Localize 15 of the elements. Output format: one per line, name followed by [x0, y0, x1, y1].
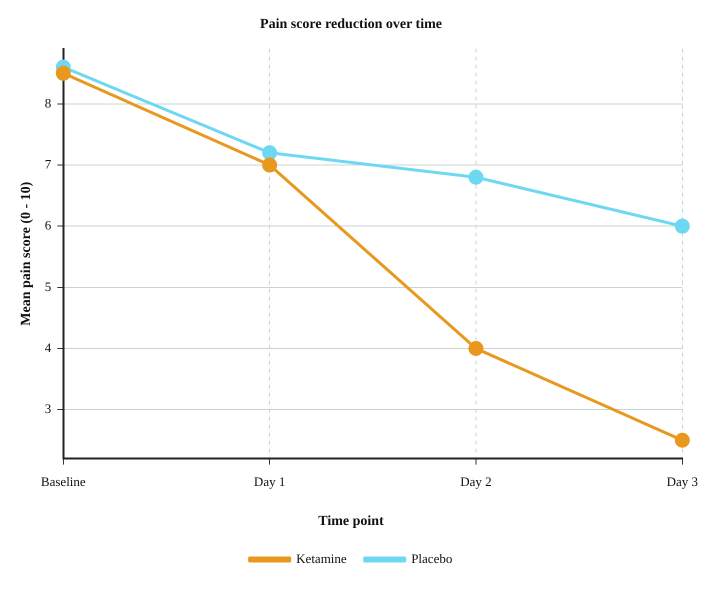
y-tick-label: 7	[44, 156, 52, 172]
y-tick-label: 4	[44, 340, 52, 355]
y-tick-label: 5	[44, 278, 52, 294]
x-tick-label: Day 1	[254, 474, 286, 489]
y-tick-label: 6	[44, 218, 52, 233]
legend-label: Placebo	[411, 550, 452, 566]
x-tick-label: Day 2	[460, 474, 492, 489]
y-tick-label: 3	[44, 401, 52, 416]
legend-title: Time point	[318, 514, 384, 529]
legend-label: Ketamine	[296, 550, 347, 566]
y-tick-label: 8	[44, 95, 52, 110]
y-axis-title: Mean pain score (0 - 10)	[19, 181, 34, 326]
x-tick-label: Day 3	[666, 474, 698, 489]
chart-title: Pain score reduction over time	[260, 17, 442, 32]
x-tick-label: Baseline	[40, 474, 86, 489]
